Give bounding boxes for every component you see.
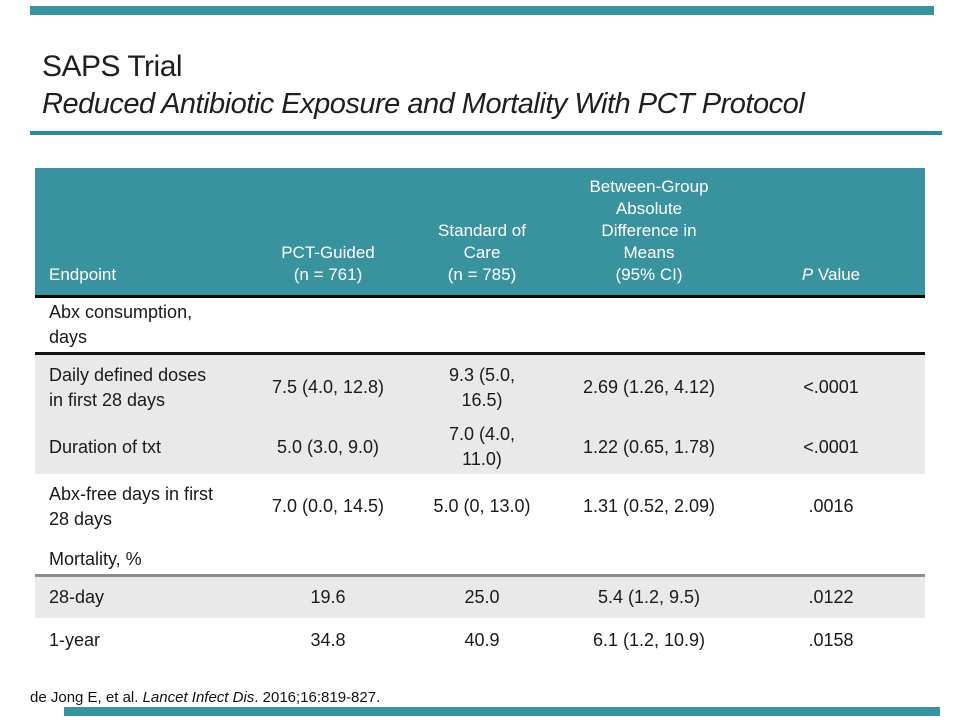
cell: 7.0 (4.0, 11.0): [448, 424, 516, 469]
endpoint-label: 28-day: [49, 587, 105, 607]
cell: [561, 539, 737, 577]
citation-details: . 2016;16:819-827.: [254, 689, 381, 706]
cell: [403, 539, 561, 577]
cell: 7.5 (4.0, 12.8): [271, 377, 385, 397]
table-row-abx-free-days: Abx-free days in first 28 days 7.0 (0.0,…: [35, 474, 925, 539]
table-row-daily-defined-doses: Daily defined doses in first 28 days 7.5…: [35, 353, 925, 420]
cell: 1.31 (0.52, 2.09): [582, 496, 716, 516]
cell: 40.9: [464, 630, 500, 650]
cell: [737, 296, 925, 355]
cell: .0122: [808, 587, 854, 607]
section-label: Abx consumption, days: [35, 296, 253, 355]
results-table: Endpoint PCT-Guided (n = 761) Standard o…: [35, 168, 925, 663]
section-label: Mortality, %: [35, 539, 253, 577]
cell: [253, 539, 403, 577]
column-header-standard-of-care: Standard of Care (n = 785): [403, 168, 561, 298]
bottom-accent-bar: [64, 707, 940, 716]
cell: 6.1 (1.2, 10.9): [592, 630, 706, 650]
endpoint-label: Duration of txt: [49, 436, 162, 457]
cell: <.0001: [803, 377, 859, 397]
table-row-section-mortality: Mortality, %: [35, 539, 925, 577]
column-header-pct-guided: PCT-Guided (n = 761): [253, 168, 403, 298]
cell: <.0001: [803, 436, 859, 457]
cell: 5.4 (1.2, 9.5): [597, 587, 701, 607]
endpoint-label: Daily defined doses in first 28 days: [49, 364, 207, 410]
top-accent-bar: [30, 6, 934, 15]
citation-authors: de Jong E, et al.: [30, 689, 143, 706]
title-block: SAPS Trial Reduced Antibiotic Exposure a…: [42, 50, 922, 122]
cell: 5.0 (3.0, 9.0): [276, 436, 380, 457]
cell: .0158: [808, 630, 854, 650]
page-subtitle: Reduced Antibiotic Exposure and Mortalit…: [42, 88, 805, 120]
citation: de Jong E, et al. Lancet Infect Dis. 201…: [30, 689, 380, 706]
endpoint-label: Abx-free days in first 28 days: [49, 483, 214, 529]
cell: 7.0 (0.0, 14.5): [271, 496, 385, 516]
endpoint-label: 1-year: [49, 630, 101, 650]
table-header: Endpoint PCT-Guided (n = 761) Standard o…: [35, 168, 925, 298]
table-row-section-abx-consumption: Abx consumption, days: [35, 296, 925, 355]
citation-journal: Lancet Infect Dis: [142, 689, 255, 706]
cell: 25.0: [464, 587, 500, 607]
cell: 34.8: [310, 630, 346, 650]
cell: [737, 539, 925, 577]
p-value-label: Value: [813, 265, 861, 284]
title-divider-rule: [30, 131, 942, 135]
cell: [403, 296, 561, 355]
cell: 19.6: [310, 587, 346, 607]
p-value-italic-p: P: [801, 265, 814, 284]
cell: 1.22 (0.65, 1.78): [582, 436, 716, 457]
cell: [253, 296, 403, 355]
column-header-p-value: P Value: [737, 168, 925, 298]
table-row-28-day: 28-day 19.6 25.0 5.4 (1.2, 9.5) .0122: [35, 575, 925, 618]
table-row-duration-of-txt: Duration of txt 5.0 (3.0, 9.0) 7.0 (4.0,…: [35, 420, 925, 474]
cell: [561, 296, 737, 355]
page-title: SAPS Trial: [42, 50, 183, 83]
column-header-endpoint: Endpoint: [35, 168, 253, 298]
cell: 9.3 (5.0, 16.5): [448, 364, 516, 410]
cell: 2.69 (1.26, 4.12): [582, 377, 716, 397]
table-header-row: Endpoint PCT-Guided (n = 761) Standard o…: [35, 168, 925, 298]
table-row-1-year: 1-year 34.8 40.9 6.1 (1.2, 10.9) .0158: [35, 618, 925, 663]
cell: .0016: [808, 496, 854, 516]
cell: 5.0 (0, 13.0): [433, 496, 531, 516]
column-header-difference: Between-Group Absolute Difference in Mea…: [561, 168, 737, 298]
